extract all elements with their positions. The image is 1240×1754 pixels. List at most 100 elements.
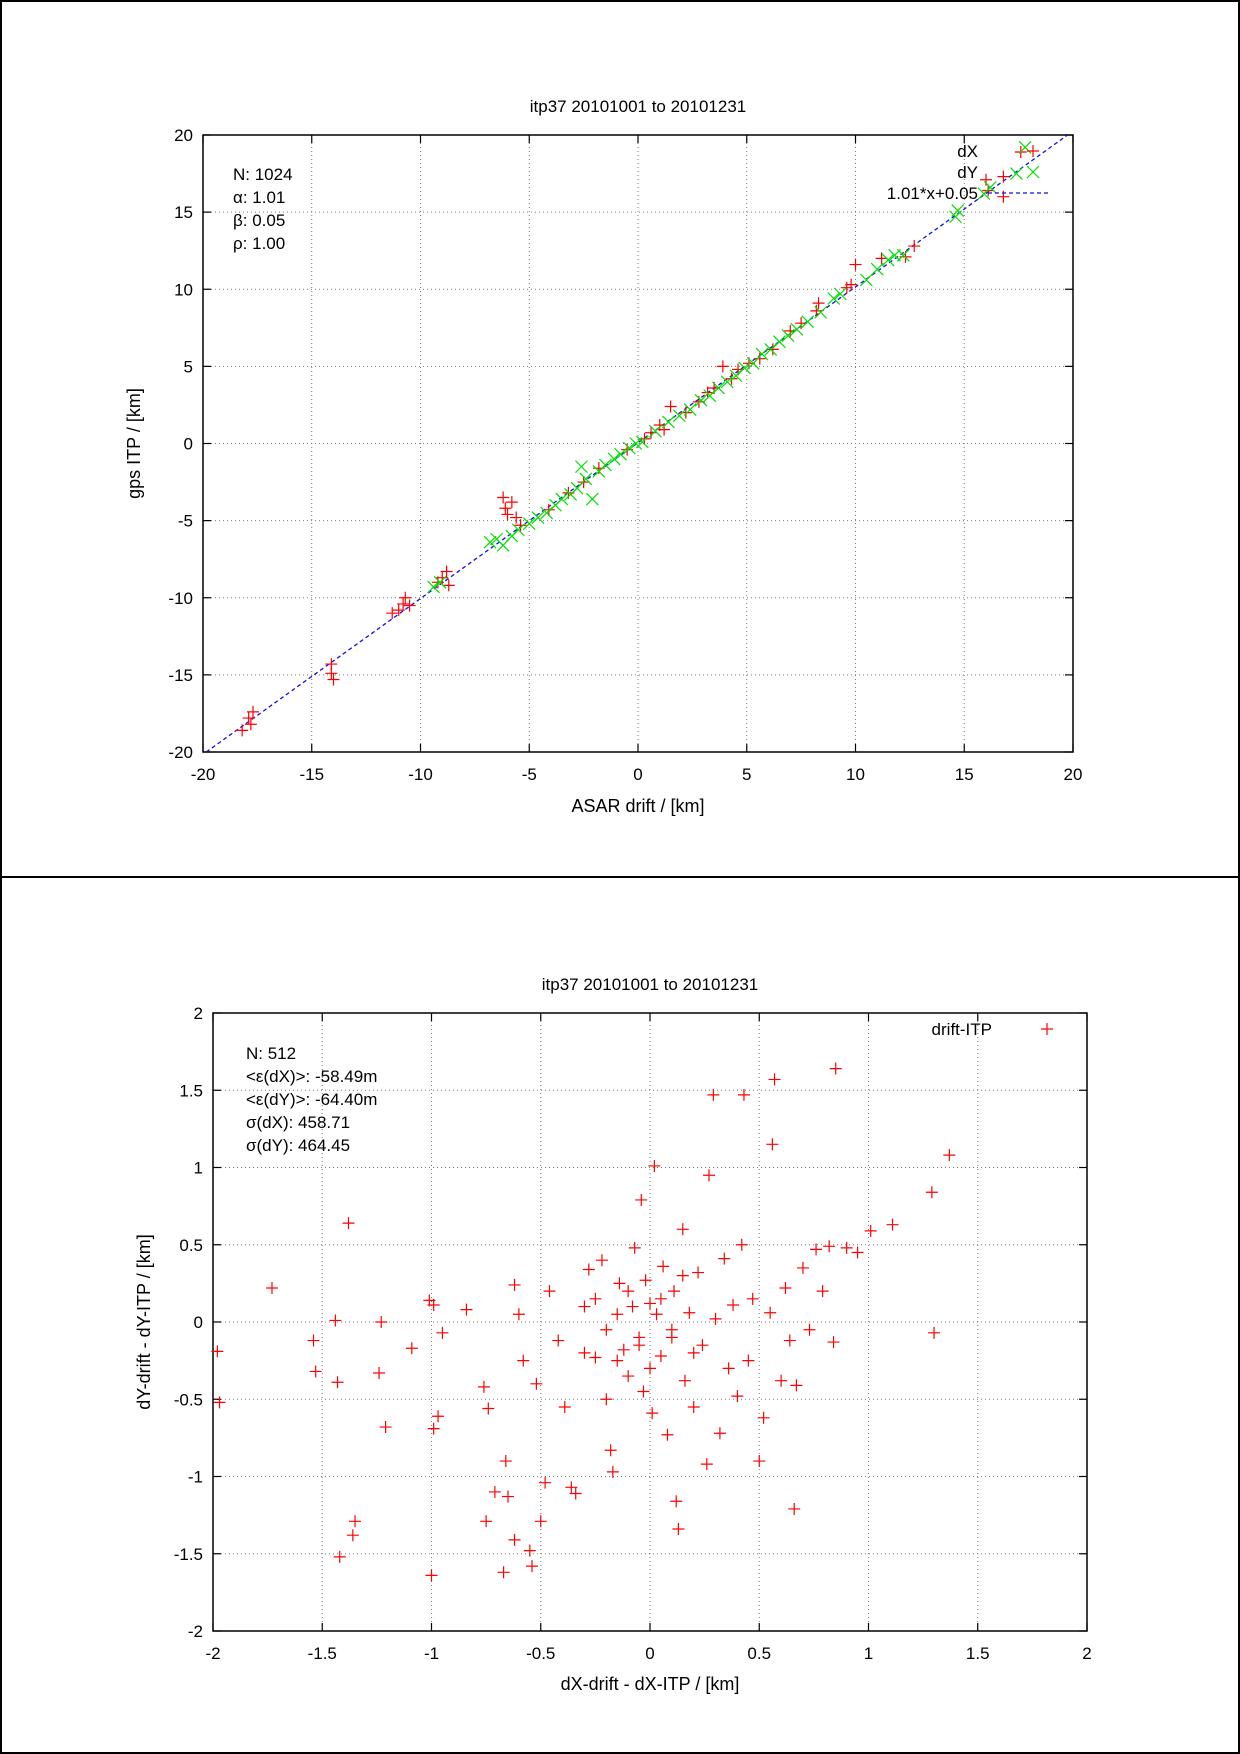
data-point — [589, 1292, 602, 1305]
y-tick-label: -1.5 — [174, 1545, 203, 1564]
y-tick-label: 1 — [194, 1159, 203, 1178]
data-point — [810, 1243, 823, 1256]
data-point — [788, 1502, 801, 1515]
data-point — [833, 287, 847, 301]
stat-line: N: 512 — [246, 1044, 296, 1063]
x-tick-label: 2 — [1082, 1644, 1091, 1663]
data-point — [722, 1362, 735, 1375]
data-point — [530, 1377, 543, 1390]
data-point — [657, 1260, 670, 1273]
data-point — [783, 1334, 796, 1347]
data-point — [497, 1566, 510, 1579]
data-point — [790, 1379, 803, 1392]
data-point — [908, 240, 921, 253]
data-point — [737, 1088, 750, 1101]
x-tick-label: 20 — [1064, 765, 1083, 784]
data-point — [983, 181, 997, 194]
data-point — [731, 1390, 744, 1403]
data-point — [611, 1308, 624, 1321]
data-point — [600, 1323, 613, 1336]
data-point — [757, 1411, 770, 1424]
data-point — [329, 1314, 342, 1327]
data-point — [555, 492, 569, 506]
data-point — [427, 1299, 440, 1312]
data-point — [676, 1223, 689, 1236]
data-point — [483, 535, 497, 549]
data-point — [951, 204, 965, 218]
data-point — [499, 1455, 512, 1468]
x-tick-label: 1.5 — [966, 1644, 990, 1663]
y-tick-label: -20 — [168, 743, 193, 762]
x-tick-label: -10 — [408, 765, 433, 784]
data-point — [211, 1345, 224, 1358]
y-tick-label: -5 — [178, 512, 193, 531]
data-point — [427, 1422, 440, 1435]
data-point — [307, 1334, 320, 1347]
data-point — [683, 1306, 696, 1319]
x-tick-label: -15 — [299, 765, 324, 784]
data-point — [713, 1427, 726, 1440]
page-frame-bottom — [0, 876, 1240, 1754]
chart-title: itp37 20101001 to 20101231 — [542, 975, 758, 994]
y-tick-label: -15 — [168, 666, 193, 685]
stat-line: <ε(dY)>: -64.40m — [246, 1090, 377, 1109]
data-point — [540, 506, 554, 520]
legend-label: dY — [957, 163, 978, 182]
x-tick-label: -20 — [191, 765, 216, 784]
data-point — [611, 1354, 624, 1367]
data-point — [694, 393, 708, 407]
data-point — [433, 575, 447, 589]
data-point — [662, 415, 675, 429]
data-point — [482, 1402, 495, 1415]
data-point — [534, 1515, 547, 1528]
x-tick-label: 1 — [864, 1644, 873, 1663]
data-point — [242, 712, 255, 725]
data-point — [349, 1515, 362, 1528]
data-point — [738, 361, 751, 375]
data-point — [870, 262, 884, 276]
data-point — [795, 317, 808, 330]
data-point — [784, 324, 797, 337]
data-point — [683, 403, 697, 416]
data-point — [575, 460, 588, 474]
data-point — [607, 452, 621, 466]
data-point — [637, 1385, 650, 1398]
x-tick-label: 10 — [846, 765, 865, 784]
data-point — [753, 1455, 766, 1468]
data-point — [803, 1323, 816, 1336]
series-dY — [427, 140, 1032, 594]
data-point — [501, 508, 514, 521]
data-point — [742, 1354, 755, 1367]
y-tick-label: 2 — [194, 1004, 203, 1023]
stat-line: ρ: 1.00 — [233, 234, 285, 253]
data-point — [670, 1495, 683, 1508]
data-point — [403, 599, 416, 612]
legend-marker — [1027, 145, 1039, 157]
data-point — [427, 580, 440, 594]
data-point — [687, 1346, 700, 1359]
y-axis-label: gps ITP / [km] — [124, 388, 144, 499]
y-axis-label: dY-drift - dY-ITP / [km] — [134, 1234, 154, 1409]
data-point — [526, 1560, 539, 1573]
data-point — [604, 1444, 617, 1457]
data-point — [668, 1285, 681, 1298]
data-point — [672, 1523, 685, 1536]
data-point — [881, 253, 895, 267]
data-point — [648, 1159, 661, 1172]
x-tick-label: 5 — [742, 765, 751, 784]
data-point — [768, 1073, 781, 1086]
data-point — [514, 519, 527, 532]
data-point — [845, 278, 858, 291]
chart-drift-difference: -2 -1.5 -1 -0.5 0 0.5 1 1.5 2 -2 -1.5 -1 -0.5 0 0.5 1 1.… — [134, 975, 1092, 1694]
y-tick-label: -0.5 — [174, 1390, 203, 1409]
data-point — [327, 673, 340, 686]
stat-line: α: 1.01 — [233, 188, 285, 207]
data-point — [654, 1292, 667, 1305]
y-tick-label: 0.5 — [179, 1236, 203, 1255]
legend: drift-ITP — [932, 1020, 1053, 1039]
data-point — [386, 607, 399, 620]
data-point — [392, 604, 405, 617]
data-point — [676, 1269, 689, 1282]
data-point — [542, 503, 555, 516]
